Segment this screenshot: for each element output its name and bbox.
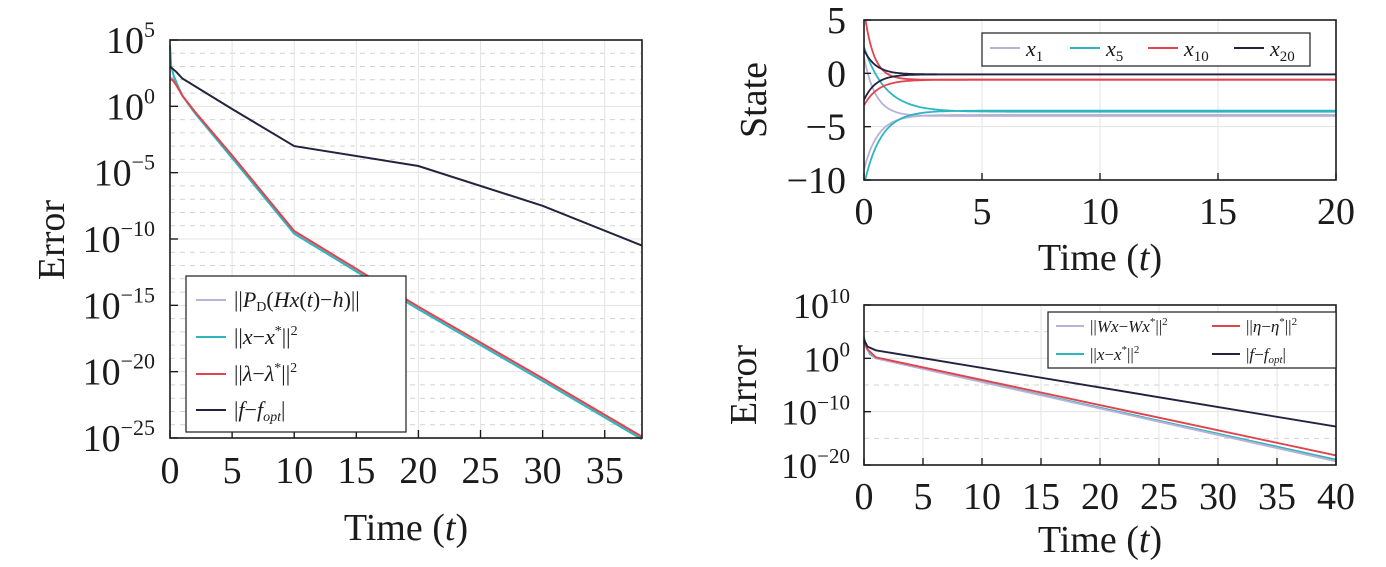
bottom-series-line-2 xyxy=(863,340,1337,457)
left-xtick-label: 20 xyxy=(399,450,437,492)
state-xtick-label: 10 xyxy=(1081,191,1119,233)
state-xtick-label: 0 xyxy=(855,191,874,233)
state-xlabel: Time (t) xyxy=(1038,237,1162,279)
left-ytick-label: 10−5 xyxy=(94,150,155,195)
state-ylabel: State xyxy=(733,62,775,138)
bottom-xtick-label: 25 xyxy=(1140,476,1178,518)
state-series-line-7 xyxy=(864,73,1336,101)
left-ytick-label: 105 xyxy=(106,17,155,62)
left-ytick-label: 10−10 xyxy=(83,216,155,261)
left-xtick-label: 10 xyxy=(275,450,313,492)
state-ytick-label: 0 xyxy=(827,53,846,95)
bottom-xtick-label: 5 xyxy=(914,476,933,518)
left-ytick-label: 100 xyxy=(106,83,155,128)
left-ytick-label: 10−20 xyxy=(83,349,155,394)
bottom-ytick-label: 100 xyxy=(804,337,851,379)
left-xtick-label: 35 xyxy=(586,450,624,492)
left-error-chart: 0 5 10 15 20 25 30 35 105 100 10−5 10−10 10−15 10−20… xyxy=(31,17,643,549)
state-ytick-label: −5 xyxy=(806,107,846,149)
bottom-legend: ||Wx−Wx*||2 ||η−η*||2 ||x−x*||2 |f−fopt| xyxy=(1047,311,1337,369)
bottom-ylabel: Error xyxy=(723,345,765,426)
bottom-ytick-label: 10−20 xyxy=(781,444,850,486)
bottom-ytick-label: 1010 xyxy=(793,284,850,326)
left-ylabel: Error xyxy=(31,200,73,281)
state-legend-label: x20 xyxy=(1269,36,1295,65)
left-series-line-3 xyxy=(169,65,643,247)
left-xtick-label: 25 xyxy=(462,450,500,492)
bottom-xtick-label: 20 xyxy=(1081,476,1119,518)
bottom-xtick-label: 35 xyxy=(1258,476,1296,518)
left-series-line-2 xyxy=(170,78,643,438)
state-series-line-3 xyxy=(864,46,1336,113)
state-ytick-label: 5 xyxy=(827,0,846,42)
state-legend: x1 x5 x10 x20 xyxy=(981,32,1311,67)
state-series-line-0 xyxy=(864,57,1336,117)
legend-label-f2: |f−fopt| xyxy=(1246,345,1286,366)
bottom-xtick-label: 10 xyxy=(963,476,1001,518)
state-legend-label: x10 xyxy=(1183,36,1209,65)
state-series-line-5 xyxy=(864,78,1336,106)
bottom-ytick-label: 10−10 xyxy=(781,391,850,433)
bottom-series-line-3 xyxy=(863,339,1337,428)
left-xtick-label: 0 xyxy=(161,450,180,492)
state-xtick-label: 5 xyxy=(973,191,992,233)
state-legend-label: x1 xyxy=(1025,36,1043,65)
state-xtick-label: 15 xyxy=(1199,191,1237,233)
legend-label-lambda: ||λ−λ*||2 xyxy=(234,361,297,386)
left-ytick-label: 10−15 xyxy=(83,282,155,327)
legend-label-pd: ||PD(Hx(t)−h)|| xyxy=(234,287,360,315)
bottom-xtick-label: 30 xyxy=(1199,476,1237,518)
bottom-xtick-label: 0 xyxy=(855,476,874,518)
bottom-xlabel: Time (t) xyxy=(1038,519,1162,561)
legend-label-x: ||x−x*||2 xyxy=(234,324,298,349)
left-ytick-label: 10−25 xyxy=(83,415,155,460)
left-xtick-label: 15 xyxy=(337,450,375,492)
left-xtick-label: 30 xyxy=(524,450,562,492)
left-xtick-label: 5 xyxy=(223,450,242,492)
state-ytick-label: −10 xyxy=(787,160,846,202)
left-xlabel: Time (t) xyxy=(344,507,468,549)
state-xtick-label: 20 xyxy=(1317,191,1355,233)
bottom-xtick-label: 40 xyxy=(1317,476,1355,518)
legend-label-wx: ||Wx−Wx*||2 xyxy=(1090,316,1168,336)
left-legend: ||PD(Hx(t)−h)|| ||x−x*||2 ||λ−λ*||2 |f−f… xyxy=(185,275,407,433)
state-chart: 0 5 10 15 20 50−5−10 State Time (t) x1 x5 x10 x… xyxy=(733,0,1355,279)
bottom-xtick-label: 15 xyxy=(1022,476,1060,518)
state-legend-label: x5 xyxy=(1105,36,1123,65)
state-series-line-1 xyxy=(864,114,1336,170)
legend-label-x2: ||x−x*||2 xyxy=(1090,344,1139,364)
legend-label-eta: ||η−η*||2 xyxy=(1246,316,1297,336)
bottom-error-chart: 0 5 10 15 20 25 30 35 40 1010 100 10−10 10−20 Error… xyxy=(723,284,1355,561)
